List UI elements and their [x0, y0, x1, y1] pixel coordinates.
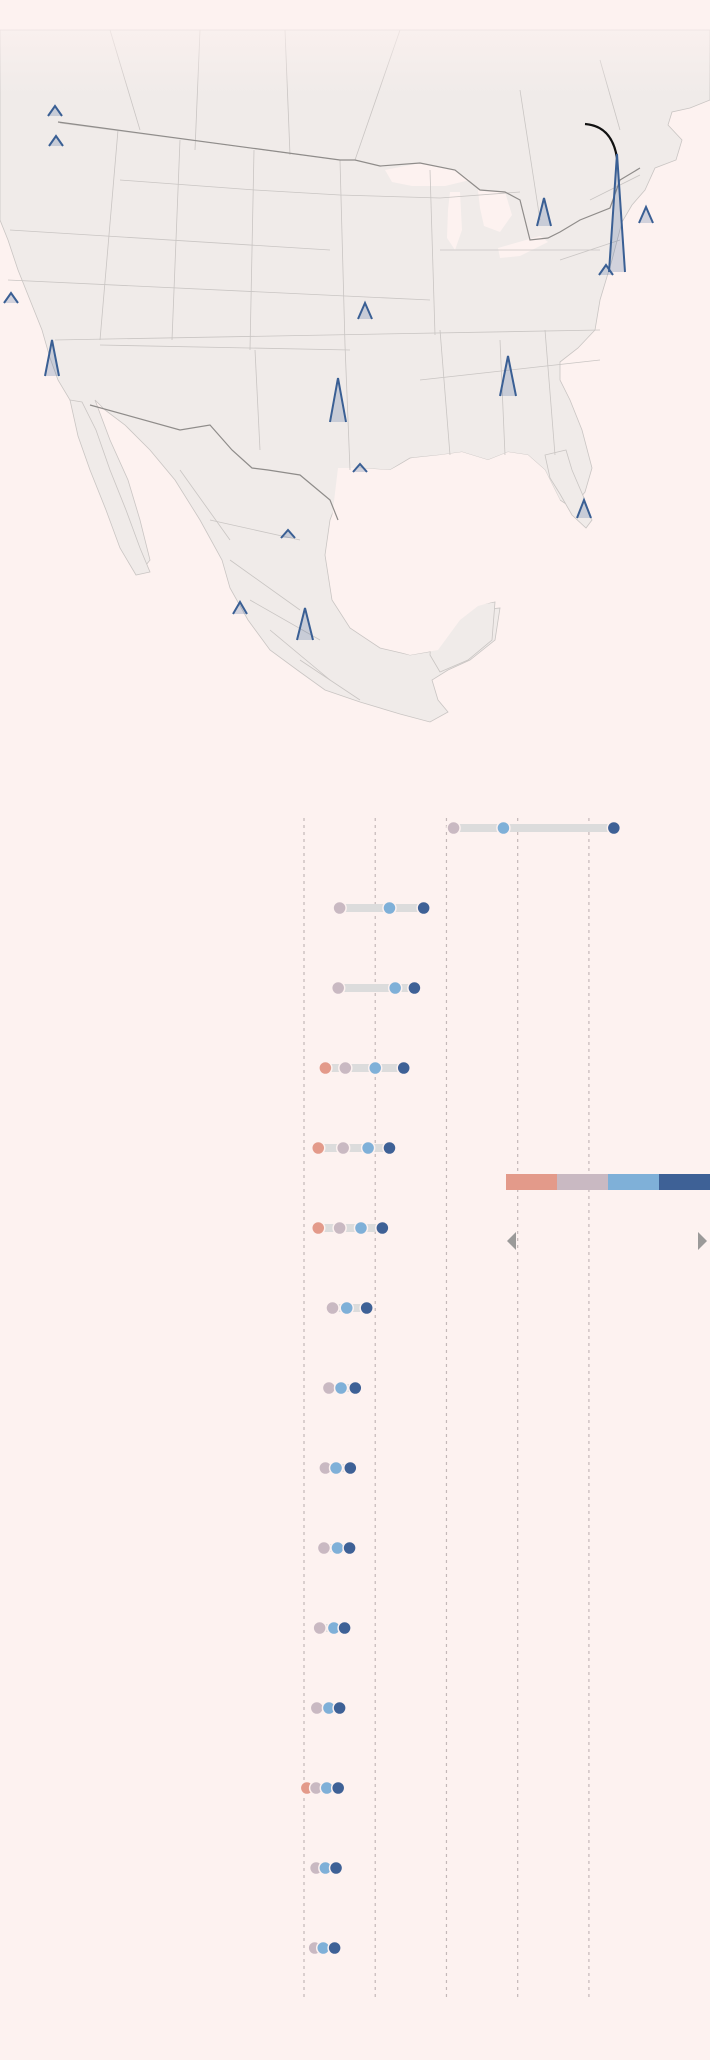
chart-row: [318, 1060, 411, 1076]
data-point[interactable]: [312, 1620, 327, 1636]
data-point[interactable]: [332, 1700, 347, 1716]
data-point[interactable]: [359, 1300, 374, 1316]
data-point[interactable]: [342, 1540, 357, 1556]
legend-swatch: [659, 1174, 710, 1190]
legend-swatch: [557, 1174, 608, 1190]
triangle-right-icon: [698, 1232, 707, 1250]
spike-marker: [499, 355, 517, 397]
data-point[interactable]: [382, 900, 397, 916]
spike-marker: [638, 204, 654, 224]
baja-california: [69, 399, 151, 576]
lake-erie: [498, 236, 548, 258]
data-point[interactable]: [330, 1540, 345, 1556]
data-point[interactable]: [328, 1860, 344, 1876]
data-point[interactable]: [332, 1220, 347, 1236]
data-point[interactable]: [360, 1140, 376, 1156]
spike-marker: [608, 153, 626, 273]
spike-marker: [232, 600, 248, 615]
data-point[interactable]: [348, 1380, 363, 1396]
country-borders: [57, 121, 641, 521]
prev-button[interactable]: [506, 1231, 520, 1251]
data-point[interactable]: [335, 1140, 351, 1156]
data-point[interactable]: [310, 1220, 326, 1236]
data-point[interactable]: [338, 1060, 353, 1076]
spike-marker: [3, 291, 19, 304]
north-america-map: [0, 0, 710, 740]
chart-row: [316, 1540, 357, 1556]
data-point[interactable]: [343, 1460, 358, 1476]
data-point[interactable]: [328, 1460, 344, 1476]
legend-swatch: [608, 1174, 659, 1190]
chart-row: [308, 1860, 344, 1876]
chart-row: [312, 1620, 352, 1636]
chart-row: [310, 1140, 397, 1156]
next-button[interactable]: [696, 1231, 710, 1251]
data-point[interactable]: [387, 980, 403, 996]
data-point[interactable]: [327, 1940, 342, 1956]
data-point[interactable]: [446, 820, 461, 836]
spike-marker: [329, 377, 347, 423]
chart-rows: [299, 820, 622, 1956]
spike-marker: [352, 462, 368, 473]
data-point[interactable]: [333, 1380, 349, 1396]
data-point[interactable]: [416, 900, 431, 916]
dot-range-chart: [0, 790, 710, 2010]
data-point[interactable]: [367, 1060, 383, 1076]
spike-marker: [44, 339, 60, 377]
chart-row: [330, 980, 422, 996]
data-point[interactable]: [330, 1780, 346, 1796]
spike-marker: [280, 528, 296, 539]
triangle-left-icon: [507, 1232, 516, 1250]
data-point[interactable]: [318, 1060, 333, 1076]
data-point[interactable]: [310, 1140, 326, 1156]
data-point[interactable]: [396, 1060, 411, 1076]
chart-row: [318, 1460, 358, 1476]
chart-row: [446, 820, 622, 836]
color-legend: [506, 1174, 710, 1190]
spike-marker: [536, 197, 552, 227]
data-point[interactable]: [321, 1380, 337, 1396]
chart-row: [299, 1780, 346, 1796]
spike-marker: [598, 263, 614, 276]
lake-huron: [478, 190, 512, 232]
data-point[interactable]: [606, 820, 622, 836]
data-point[interactable]: [316, 1540, 332, 1556]
data-point[interactable]: [332, 900, 347, 916]
spike-marker: [357, 300, 373, 320]
chart-row: [332, 900, 431, 916]
spike-marker: [576, 497, 592, 519]
data-point[interactable]: [337, 1620, 352, 1636]
legend-swatch: [506, 1174, 557, 1190]
data-point[interactable]: [339, 1300, 354, 1316]
data-point[interactable]: [309, 1700, 325, 1716]
chart-row: [321, 1380, 363, 1396]
chart-row: [325, 1300, 374, 1316]
chart-row: [310, 1220, 390, 1236]
data-point[interactable]: [382, 1140, 397, 1156]
data-point[interactable]: [325, 1300, 340, 1316]
data-point[interactable]: [330, 980, 346, 996]
gulf-of-mexico: [328, 452, 560, 655]
data-point[interactable]: [496, 820, 511, 836]
chart-row: [309, 1700, 347, 1716]
top-fade: [0, 0, 710, 95]
chart-row: [307, 1940, 342, 1956]
data-point[interactable]: [407, 980, 422, 996]
data-point[interactable]: [375, 1220, 390, 1236]
data-point[interactable]: [353, 1220, 369, 1236]
spike-marker: [296, 607, 314, 641]
grid-lines: [303, 818, 590, 1998]
spike-marker: [47, 104, 63, 117]
lake-michigan: [447, 192, 462, 250]
callout-line: [584, 122, 619, 159]
spike-layer: [3, 104, 654, 641]
spike-marker: [48, 134, 64, 147]
